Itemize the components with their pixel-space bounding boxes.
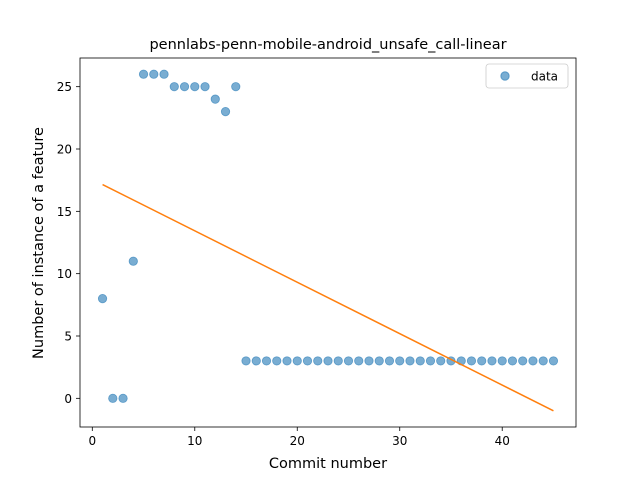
data-point — [128, 256, 138, 266]
data-point — [159, 69, 169, 79]
data-point — [220, 107, 231, 117]
data-point — [302, 356, 313, 366]
data-point — [261, 356, 272, 366]
data-point — [118, 393, 128, 403]
data-point — [384, 356, 395, 366]
data-point — [374, 356, 384, 366]
x-tick-label: 40 — [495, 434, 510, 448]
data-point — [507, 356, 518, 366]
data-point — [97, 293, 108, 304]
data-point — [241, 356, 251, 366]
y-tick-label: 25 — [57, 80, 72, 94]
data-point — [343, 356, 354, 366]
y-tick-label: 20 — [57, 143, 72, 157]
data-point — [149, 69, 159, 79]
data-point — [466, 356, 477, 366]
data-point — [292, 356, 302, 366]
data-point — [231, 82, 241, 92]
data-point — [364, 356, 374, 366]
data-point — [282, 356, 292, 366]
data-point — [169, 82, 179, 92]
data-point — [487, 356, 497, 366]
legend-box — [485, 63, 569, 89]
y-tick-label: 0 — [64, 392, 72, 406]
data-point — [405, 356, 415, 366]
data-point — [425, 356, 436, 366]
data-point — [497, 356, 507, 366]
x-tick-label: 0 — [88, 434, 96, 448]
data-point — [251, 356, 261, 366]
data-point — [395, 356, 405, 366]
x-axis: 0 10 20 30 40 — [88, 427, 510, 448]
x-tick-label: 10 — [187, 434, 202, 448]
x-tick-label: 30 — [392, 434, 407, 448]
data-point — [333, 356, 343, 366]
legend: data — [485, 63, 569, 89]
axes-frame — [79, 57, 577, 428]
data-point — [179, 82, 190, 92]
data-point — [200, 82, 210, 92]
y-tick-label: 10 — [57, 267, 72, 281]
legend-marker — [500, 71, 510, 81]
data-point — [210, 94, 220, 104]
data-point — [313, 356, 323, 366]
data-point — [518, 356, 528, 366]
data-point — [477, 356, 487, 366]
data-point — [190, 82, 200, 92]
data-point — [272, 356, 282, 366]
data-point — [538, 356, 548, 366]
y-tick-label: 5 — [64, 329, 72, 343]
y-tick-label: 15 — [57, 205, 72, 219]
data-point — [108, 393, 118, 403]
plot-area — [97, 69, 559, 412]
legend-label: data — [531, 70, 558, 84]
data-point — [354, 356, 364, 366]
data-point — [415, 356, 425, 366]
data-point — [548, 356, 559, 366]
data-point — [436, 356, 446, 366]
data-point — [138, 69, 149, 79]
fit-line — [102, 183, 554, 412]
x-axis-label: Commit number — [269, 456, 387, 472]
x-tick-label: 20 — [290, 434, 305, 448]
y-axis: 0 5 10 15 20 25 — [57, 80, 80, 406]
data-point — [323, 356, 333, 366]
y-axis-label: Number of instance of a feature — [31, 127, 47, 359]
chart-title: pennlabs-penn-mobile-android_unsafe_call… — [149, 37, 506, 53]
data-point — [528, 356, 538, 366]
